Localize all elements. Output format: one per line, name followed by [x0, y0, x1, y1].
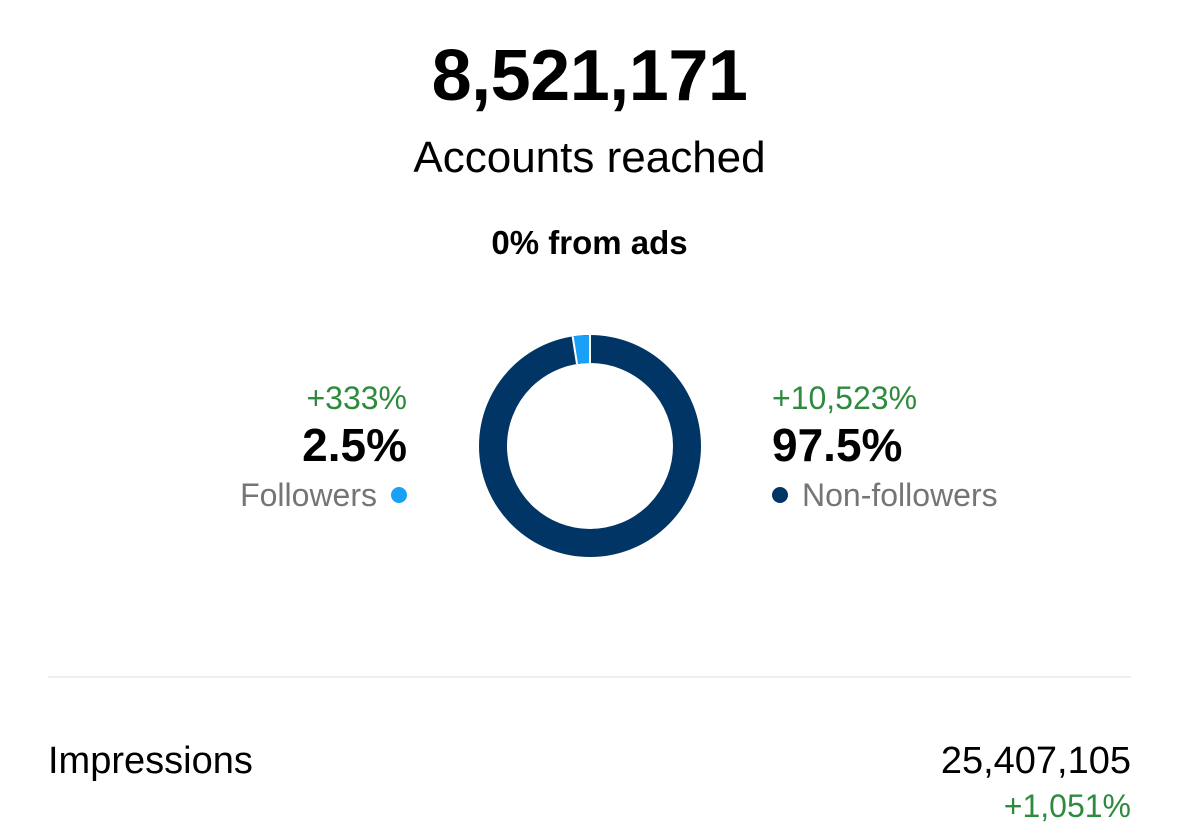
accounts-reached-total: 8,521,171	[431, 36, 748, 116]
non-followers-legend-label: Non-followers	[802, 477, 998, 513]
followers-percent: 2.5%	[302, 419, 407, 471]
non-followers-change: +10,523%	[772, 380, 918, 416]
donut-segment-non-followers	[479, 335, 701, 557]
reach-donut-chart	[479, 335, 701, 557]
non-followers-percent: 97.5%	[772, 419, 903, 471]
followers-legend: Followers	[240, 474, 407, 516]
followers-legend-label: Followers	[240, 477, 377, 513]
donut-segment-separator	[571, 336, 579, 365]
non-followers-legend-dot-icon	[772, 486, 788, 503]
impressions-change: +1,051%	[1003, 788, 1131, 824]
followers-change: +333%	[306, 380, 407, 416]
impressions-value: 25,407,105	[940, 740, 1131, 782]
non-followers-legend: Non-followers	[772, 474, 998, 516]
ads-percentage-note: 0% from ads	[491, 224, 688, 261]
followers-stat: +333% 2.5% Followers	[240, 378, 407, 516]
followers-legend-dot-icon	[391, 486, 407, 503]
accounts-reached-label: Accounts reached	[413, 133, 766, 182]
section-divider	[48, 676, 1131, 678]
impressions-label: Impressions	[48, 740, 253, 782]
non-followers-stat: +10,523% 97.5% Non-followers	[772, 378, 998, 516]
